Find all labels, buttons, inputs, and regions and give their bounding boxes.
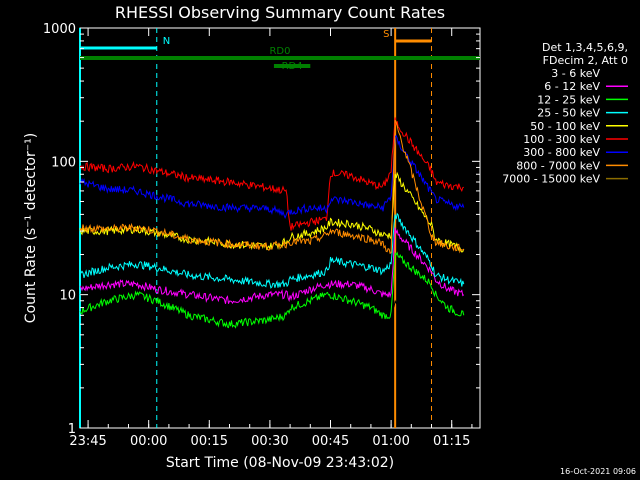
x-tick-label: 00:15 xyxy=(191,434,228,449)
legend-entry-label: 7000 - 15000 keV xyxy=(502,173,600,186)
series-line xyxy=(79,212,465,289)
series-layer xyxy=(79,117,465,329)
legend: Det 1,3,4,5,6,9,FDecim 2, Att 03 - 6 keV… xyxy=(502,41,628,186)
chart-title: RHESSI Observing Summary Count Rates xyxy=(115,3,445,22)
legend-entry-label: 50 - 100 keV xyxy=(530,120,600,133)
x-tick-label: 00:00 xyxy=(130,434,167,449)
axis-layer: 23:45 00:00 00:15 00:30 00:45 01:00 01:15 1 10 10… xyxy=(43,22,480,449)
x-axis-label: Start Time (08-Nov-09 23:43:02) xyxy=(166,455,394,471)
series-line xyxy=(79,171,465,253)
annotation-label: RD0 xyxy=(269,46,290,57)
series-line xyxy=(79,119,465,255)
legend-entry-label: 3 - 6 keV xyxy=(551,67,600,80)
y-tick-label: 100 xyxy=(51,155,76,170)
series-line xyxy=(79,117,464,231)
y-axis-label: Count Rate (s⁻¹ detector⁻¹) xyxy=(23,133,39,323)
legend-entry-label: 6 - 12 keV xyxy=(544,80,600,93)
legend-title: Det 1,3,4,5,6,9, xyxy=(542,41,628,54)
legend-entry-label: 25 - 50 keV xyxy=(537,107,600,120)
legend-entry-label: 12 - 25 keV xyxy=(537,93,600,106)
x-tick-label: 00:45 xyxy=(312,434,349,449)
legend-entry-label: 800 - 7000 keV xyxy=(516,159,600,172)
y-tick-label: 10 xyxy=(59,289,76,304)
x-tick-label: 23:45 xyxy=(69,434,106,449)
series-line xyxy=(79,227,465,305)
annotation-layer: N S RD0 RD4 xyxy=(79,28,480,428)
x-tick-label: 01:00 xyxy=(372,434,409,449)
annotation-label: N xyxy=(163,36,170,47)
annotation-label: S xyxy=(383,29,389,40)
legend-entry-label: 300 - 800 keV xyxy=(523,146,600,159)
y-tick-label: 1 xyxy=(68,422,76,437)
annotation-label: RD4 xyxy=(282,61,303,72)
legend-title: FDecim 2, Att 0 xyxy=(543,54,628,67)
x-tick-label: 01:15 xyxy=(433,434,470,449)
x-tick-label: 00:30 xyxy=(251,434,288,449)
series-line xyxy=(79,134,465,220)
series-line xyxy=(79,251,465,329)
timestamp: 16-Oct-2021 09:06 xyxy=(560,467,636,476)
legend-entry-label: 100 - 300 keV xyxy=(523,133,600,146)
y-tick-label: 1000 xyxy=(43,22,76,37)
